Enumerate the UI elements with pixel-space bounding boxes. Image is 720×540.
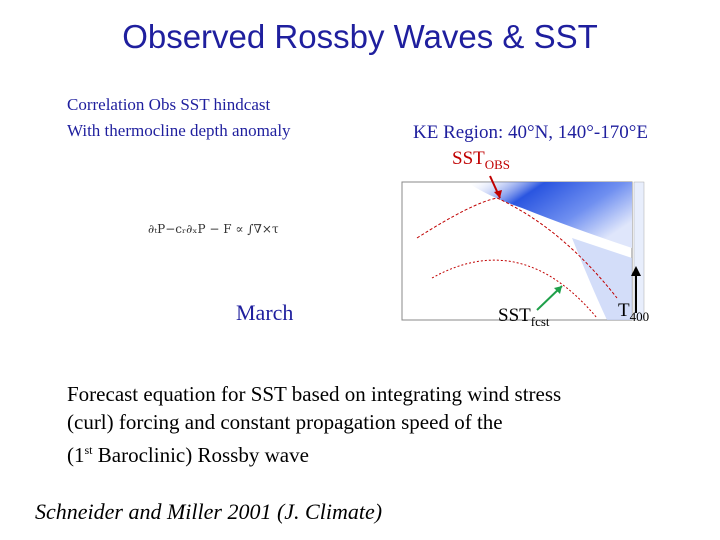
sst-fcst-subscript: fcst — [530, 313, 550, 329]
t400-label: T400 — [618, 300, 649, 325]
slide-title: Observed Rossby Waves & SST — [122, 18, 598, 55]
t400-base: T — [618, 300, 630, 321]
sst-fcst-base: SST — [498, 305, 531, 326]
month-label: March — [236, 300, 294, 325]
forecast-equation: ∂ₜP−cᵣ∂ₓP − F ∝ ∫∇×τ — [148, 222, 279, 236]
sst-obs-label: SSTOBS — [452, 148, 510, 173]
forecast-line-3: (1st Baroclinic) Rossby wave — [67, 436, 667, 469]
forecast-line-2: (curl) forcing and constant propagation … — [67, 410, 503, 434]
t400-subscript: 400 — [629, 308, 650, 324]
correlation-shading-lower — [572, 238, 632, 320]
forecast-description: Forecast equation for SST based on integ… — [67, 380, 667, 469]
citation: Schneider and Miller 2001 (J. Climate) — [35, 499, 383, 524]
correlation-caption-line-1: Correlation Obs SST hindcast — [67, 95, 271, 114]
sst-fcst-arrowhead — [554, 286, 562, 294]
forecast-line-1: Forecast equation for SST based on integ… — [67, 382, 562, 406]
sst-fcst-trace — [431, 259, 598, 319]
correlation-plot-image — [372, 168, 672, 328]
forecast-line-3-sup: st — [84, 443, 93, 457]
forecast-line-3-post: Baroclinic) Rossby wave — [92, 443, 309, 467]
sst-obs-trace — [416, 197, 618, 299]
sst-obs-arrowhead — [494, 190, 502, 198]
correlation-caption-line-2: With thermocline depth anomaly — [67, 121, 291, 140]
correlation-shading — [467, 182, 632, 248]
sst-obs-subscript: OBS — [484, 156, 511, 172]
forecast-line-3-pre: (1 — [67, 443, 85, 467]
region-label: KE Region: 40°N, 140°-170°E — [413, 122, 648, 143]
colorbar — [633, 181, 645, 321]
sst-fcst-label: SSTfcst — [498, 305, 550, 330]
t400-arrowhead — [631, 266, 641, 276]
correlation-plot-svg — [401, 175, 645, 321]
sst-obs-base: SST — [452, 148, 485, 169]
